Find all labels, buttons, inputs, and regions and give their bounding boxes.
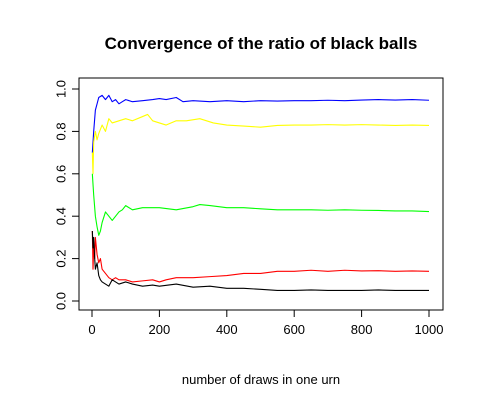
chart-title: Convergence of the ratio of black balls	[105, 34, 418, 53]
y-tick-label: 0.2	[54, 250, 69, 268]
x-tick-label: 600	[283, 322, 305, 337]
series-line-1	[92, 95, 429, 152]
series-line-4	[92, 231, 429, 282]
series-line-3	[92, 174, 429, 235]
series-group	[92, 95, 429, 290]
y-axis: 0.0 0.2 0.4 0.6 0.8 1.0	[54, 80, 80, 310]
x-tick-label: 400	[216, 322, 238, 337]
x-tick-label: 200	[149, 322, 171, 337]
plot-frame	[79, 78, 443, 310]
x-tick-label: 0	[88, 322, 95, 337]
series-line-2	[92, 114, 429, 173]
x-tick-label: 800	[351, 322, 373, 337]
series-line-5	[92, 231, 429, 290]
y-tick-label: 0.0	[54, 292, 69, 310]
x-axis: 0 200 400 600 800 1000	[88, 310, 443, 337]
x-tick-label: 1000	[415, 322, 444, 337]
y-tick-label: 1.0	[54, 80, 69, 98]
x-axis-label: number of draws in one urn	[182, 372, 340, 387]
y-tick-label: 0.6	[54, 165, 69, 183]
y-tick-label: 0.4	[54, 207, 69, 225]
y-tick-label: 0.8	[54, 122, 69, 140]
